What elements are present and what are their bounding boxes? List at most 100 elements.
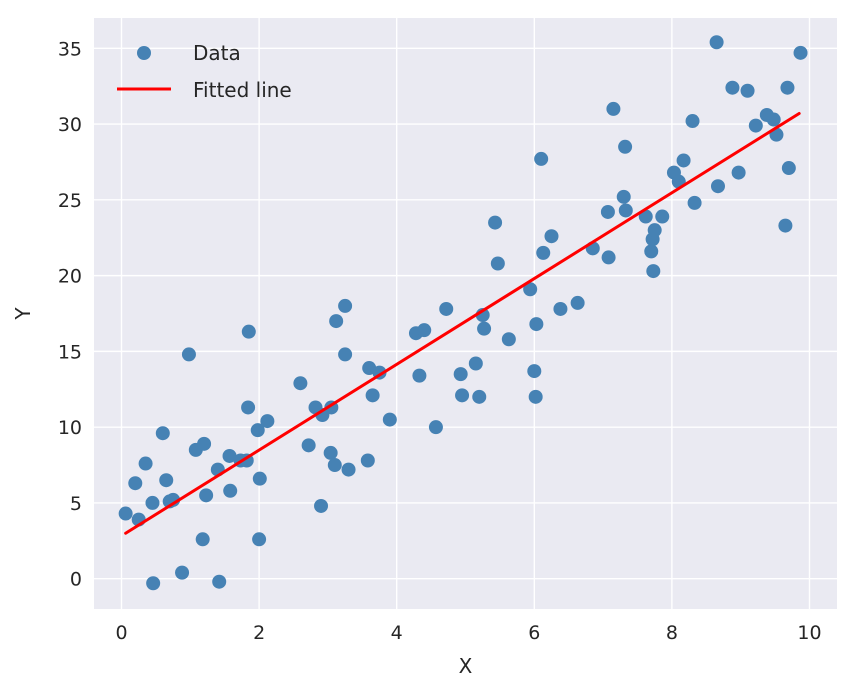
data-point [327, 458, 342, 473]
fitted-line-group [124, 111, 801, 535]
fitted-line [124, 111, 801, 535]
data-point [439, 301, 454, 316]
data-point [644, 244, 659, 259]
data-point [647, 223, 662, 238]
data-point [181, 347, 196, 362]
y-tick-label: 15 [58, 341, 82, 363]
data-point [250, 423, 265, 438]
data-point [118, 506, 133, 521]
data-point [223, 483, 238, 498]
data-point [428, 420, 443, 435]
data-point [382, 412, 397, 427]
data-points [118, 35, 808, 591]
data-point [128, 476, 143, 491]
data-point [534, 151, 549, 166]
data-point [222, 448, 237, 463]
data-point [468, 356, 483, 371]
data-point [252, 471, 267, 486]
legend: Data Fitted line [117, 41, 292, 102]
y-tick-label: 5 [70, 493, 82, 515]
x-tick-label: 0 [115, 622, 127, 644]
data-point [731, 165, 746, 180]
x-tick-label: 10 [797, 622, 821, 644]
data-point [687, 195, 702, 210]
data-point [155, 426, 170, 441]
data-point [766, 112, 781, 127]
data-point [293, 376, 308, 391]
x-tick-label: 4 [391, 622, 403, 644]
data-point [523, 282, 538, 297]
data-point [412, 368, 427, 383]
data-point [618, 139, 633, 154]
data-point [453, 367, 468, 382]
data-point [601, 250, 616, 265]
data-point [748, 118, 763, 133]
data-point [710, 179, 725, 194]
data-point [241, 400, 256, 415]
x-tick-label: 6 [528, 622, 540, 644]
data-point [740, 83, 755, 98]
data-point [341, 462, 356, 477]
data-point [793, 45, 808, 60]
data-point [329, 314, 344, 329]
data-point [417, 323, 432, 338]
data-point [676, 153, 691, 168]
x-tick-label: 8 [666, 622, 678, 644]
data-point [778, 218, 793, 233]
data-point [606, 101, 621, 116]
y-tick-label: 0 [70, 569, 82, 591]
data-point [781, 161, 796, 176]
data-point [600, 204, 615, 219]
data-point [138, 456, 153, 471]
data-point [146, 576, 161, 591]
data-point [527, 364, 542, 379]
data-point [175, 565, 190, 580]
y-axis-ticks: 0 5 10 15 20 25 30 35 [58, 38, 82, 590]
data-point [685, 114, 700, 129]
data-point [709, 35, 724, 50]
y-tick-label: 10 [58, 417, 82, 439]
data-point [365, 388, 380, 403]
data-point [646, 264, 661, 279]
data-point [536, 245, 551, 260]
y-tick-label: 20 [58, 266, 82, 288]
data-point [490, 256, 505, 271]
data-point [570, 295, 585, 310]
x-axis-ticks: 0 2 4 6 8 10 [115, 622, 821, 644]
legend-label-fitted-line: Fitted line [193, 78, 292, 102]
data-point [241, 324, 256, 339]
y-axis-label: Y [11, 307, 35, 321]
data-point [544, 229, 559, 244]
y-tick-label: 35 [58, 38, 82, 60]
data-point [195, 532, 210, 547]
data-point [528, 389, 543, 404]
legend-label-data: Data [193, 41, 241, 65]
data-point [252, 532, 267, 547]
data-point [780, 80, 795, 95]
data-point [455, 388, 470, 403]
data-point [655, 209, 670, 224]
data-point [338, 298, 353, 313]
data-point [199, 488, 214, 503]
data-point [212, 574, 227, 589]
data-point [553, 301, 568, 316]
data-point [529, 317, 544, 332]
data-point [145, 495, 160, 510]
data-point [159, 473, 174, 488]
data-point [501, 332, 516, 347]
data-point [260, 414, 275, 429]
data-point [323, 445, 338, 460]
data-point [197, 436, 212, 451]
data-point [725, 80, 740, 95]
data-point [477, 321, 492, 336]
y-tick-label: 25 [58, 190, 82, 212]
data-point [301, 438, 316, 453]
data-point [616, 189, 631, 204]
data-point [618, 203, 633, 218]
data-point [166, 492, 181, 507]
data-point [488, 215, 503, 230]
x-tick-label: 2 [253, 622, 265, 644]
y-tick-label: 30 [58, 114, 82, 136]
data-point [472, 389, 487, 404]
